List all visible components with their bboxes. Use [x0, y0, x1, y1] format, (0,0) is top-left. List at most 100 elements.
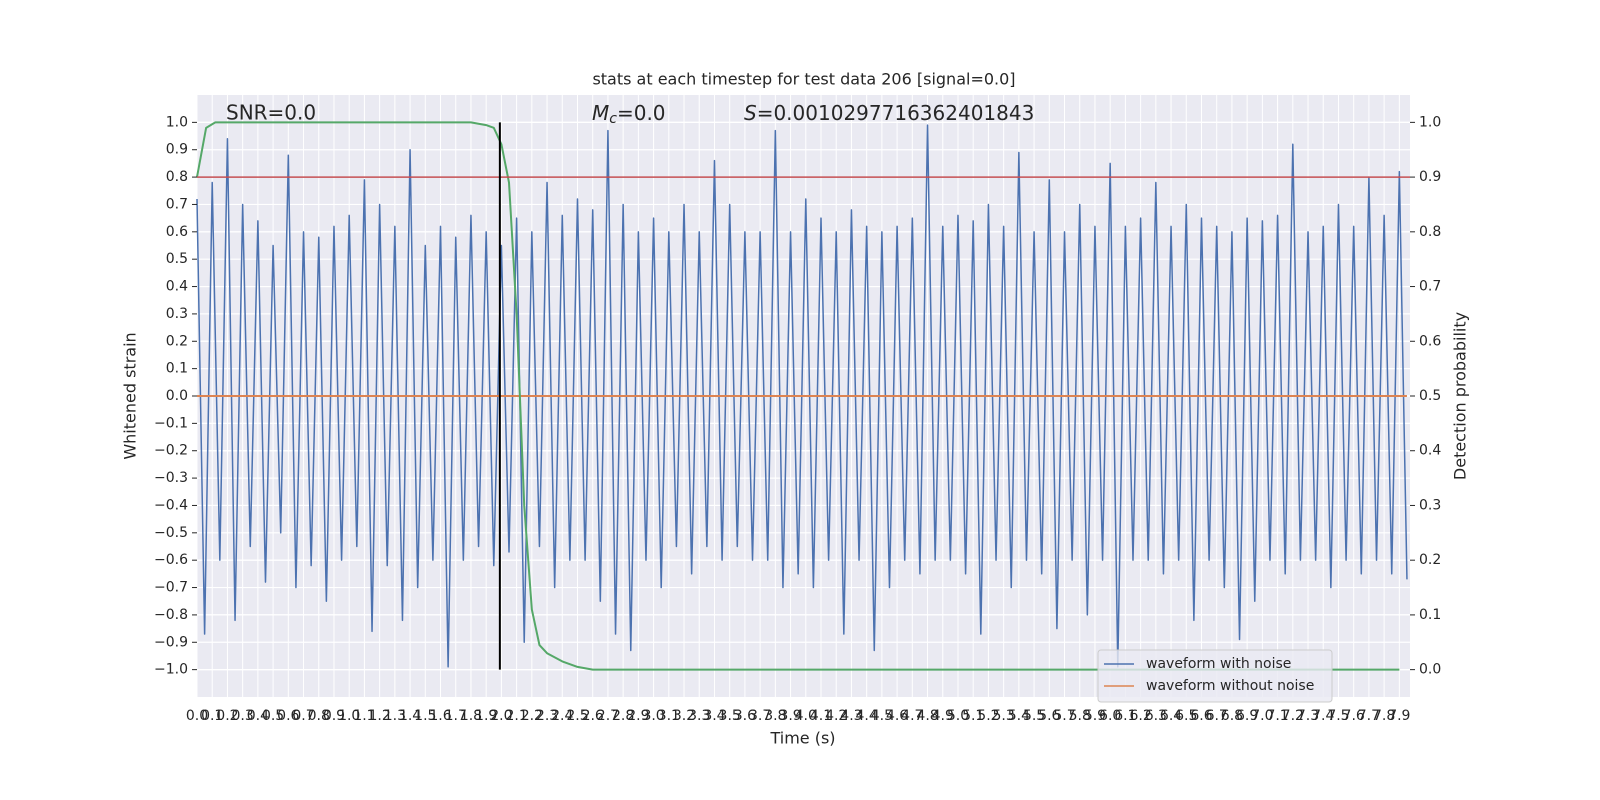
x-tick-label: 4.5	[871, 708, 893, 724]
x-tick-label: 0.7	[292, 708, 314, 724]
x-tick-label: 0.9	[323, 708, 345, 724]
y2-tick-label: 0.4	[1419, 443, 1441, 459]
x-tick-label: 6.7	[1206, 708, 1228, 724]
x-tick-label: 6.9	[1236, 708, 1258, 724]
x-tick-label: 6.5	[1175, 708, 1197, 724]
series-line	[196, 121, 1400, 671]
x-tick-label: 3.7	[749, 708, 771, 724]
y2-tick-label: 0.3	[1419, 497, 1441, 513]
x-tick-label: 6.2	[1129, 708, 1151, 724]
x-tick-label: 1.1	[353, 708, 375, 724]
x-tick-label: 6.3	[1145, 708, 1167, 724]
x-tick-label: 7.7	[1358, 708, 1380, 724]
x-tick-label: 4.4	[856, 708, 878, 724]
x-tick-label: 1.4	[399, 708, 421, 724]
annotation-subscript: c	[609, 111, 617, 127]
y-tick-label: −0.6	[154, 552, 188, 568]
y-tick-label: 0.5	[166, 251, 188, 267]
x-tick-label: 3.6	[734, 708, 756, 724]
y2-tick-label: 1.0	[1419, 114, 1441, 130]
x-tick-label: 2.3	[536, 708, 558, 724]
x-tick-label: 5.6	[1038, 708, 1060, 724]
y2-tick-label: 0.8	[1419, 224, 1441, 240]
x-tick-label: 7.8	[1373, 708, 1395, 724]
x-tick-label: 2.7	[597, 708, 619, 724]
annotation-value: =0.0010297716362401843	[757, 101, 1035, 125]
x-tick-label: 4.8	[916, 708, 938, 724]
y-tick-label: 0.2	[166, 333, 188, 349]
x-tick-label: 4.2	[825, 708, 847, 724]
y-tick-label: −0.5	[154, 525, 188, 541]
x-tick-label: 0.0	[186, 708, 208, 724]
x-tick-label: 3.1	[658, 708, 680, 724]
x-tick-label: 0.1	[201, 708, 223, 724]
legend-box	[1097, 649, 1333, 703]
x-tick-label: 3.4	[703, 708, 725, 724]
x-tick-label: 0.3	[232, 708, 254, 724]
y2-axis-label: Detection probability	[1451, 312, 1470, 480]
x-tick-label: 5.2	[977, 708, 999, 724]
y-tick-label: −0.4	[154, 497, 188, 513]
x-tick-label: 7.3	[1297, 708, 1319, 724]
x-tick-label: 5.1	[962, 708, 984, 724]
x-tick-label: 5.0	[947, 708, 969, 724]
y2-tick-label: 0.7	[1419, 279, 1441, 295]
y2-tick-label: 0.1	[1419, 607, 1441, 623]
y2-tick-label: 0.5	[1419, 388, 1441, 404]
x-tick-label: 3.8	[764, 708, 786, 724]
x-tick-label: 3.5	[719, 708, 741, 724]
x-tick-label: 2.5	[566, 708, 588, 724]
x-tick-label: 7.5	[1327, 708, 1349, 724]
x-tick-label: 4.1	[810, 708, 832, 724]
x-tick-label: 5.7	[1053, 708, 1075, 724]
y-tick-label: −0.8	[154, 607, 188, 623]
annotation: S=0.0010297716362401843	[744, 101, 1034, 125]
x-tick-label: 0.4	[247, 708, 269, 724]
x-tick-label: 4.6	[886, 708, 908, 724]
x-tick-label: 0.6	[277, 708, 299, 724]
x-tick-label: 3.9	[779, 708, 801, 724]
x-tick-label: 1.0	[338, 708, 360, 724]
annotation: SNR=0.0	[226, 101, 316, 125]
annotation: Mc=0.0	[592, 101, 666, 128]
y-tick-label: 0.6	[166, 224, 188, 240]
annotation-value: =0.0	[617, 101, 666, 125]
x-tick-label: 1.3	[384, 708, 406, 724]
x-tick-label: 5.5	[1023, 708, 1045, 724]
x-tick-label: 7.9	[1388, 708, 1410, 724]
x-axis-label: Time (s)	[769, 729, 835, 748]
x-tick-label: 4.3	[840, 708, 862, 724]
y-tick-label: 0.7	[166, 196, 188, 212]
x-tick-label: 0.8	[308, 708, 330, 724]
x-tick-label: 0.2	[216, 708, 238, 724]
x-tick-label: 5.3	[993, 708, 1015, 724]
y-tick-label: −0.7	[154, 580, 188, 596]
x-tick-label: 1.8	[460, 708, 482, 724]
x-tick-label: 7.1	[1266, 708, 1288, 724]
annotation-symbol: M	[592, 101, 609, 125]
x-tick-label: 1.9	[475, 708, 497, 724]
x-tick-label: 2.6	[582, 708, 604, 724]
x-tick-label: 1.7	[445, 708, 467, 724]
y-tick-label: 0.8	[166, 169, 188, 185]
x-tick-label: 1.5	[414, 708, 436, 724]
annotation-symbol: S	[744, 101, 757, 125]
x-tick-label: 0.5	[262, 708, 284, 724]
y-tick-label: 1.0	[166, 114, 188, 130]
x-tick-label: 2.0	[490, 708, 512, 724]
x-tick-label: 3.0	[642, 708, 664, 724]
annotations: SNR=0.0 Mc=0.0 S=0.0010297716362401843	[226, 101, 1034, 128]
x-tick-label: 7.0	[1251, 708, 1273, 724]
y-tick-label: 0.3	[166, 306, 188, 322]
x-tick-label: 6.6	[1190, 708, 1212, 724]
x-tick-label: 1.2	[369, 708, 391, 724]
y2-tick-label: 0.0	[1419, 662, 1441, 678]
x-tick-label: 5.8	[1069, 708, 1091, 724]
y-tick-label: 0.0	[166, 388, 188, 404]
y2-tick-label: 0.6	[1419, 333, 1441, 349]
y-tick-label: −0.9	[154, 634, 188, 650]
x-tick-label: 2.4	[551, 708, 573, 724]
legend-label: waveform without noise	[1146, 678, 1314, 694]
x-tick-label: 2.9	[627, 708, 649, 724]
